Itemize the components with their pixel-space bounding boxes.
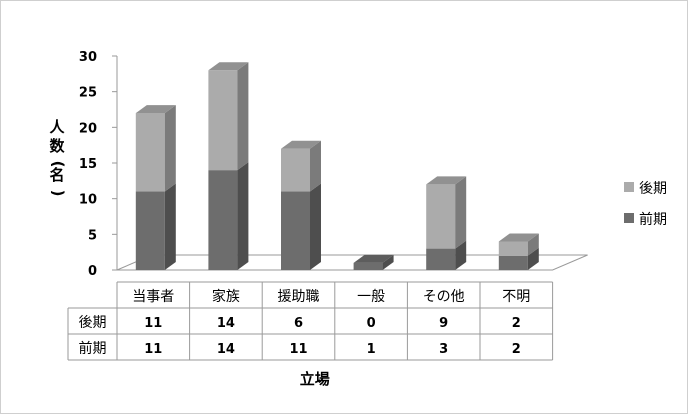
data-label: 0 <box>367 316 376 331</box>
bar-segment-front <box>426 184 456 249</box>
bar-segment-front <box>281 148 310 192</box>
bar-top <box>353 254 394 263</box>
axis-titles: 人数 (名) 立場 <box>49 118 330 388</box>
bars <box>135 62 539 270</box>
bar-stack <box>498 233 539 270</box>
y-axis-title-char: ( <box>49 161 67 168</box>
bar-top <box>281 140 321 149</box>
x-tick-label: 不明 <box>502 289 530 305</box>
y-tick-label: 15 <box>79 157 97 172</box>
x-tick-label: その他 <box>423 289 465 305</box>
bar-top <box>135 105 176 114</box>
bar-segment-side <box>455 176 467 249</box>
y-axis-title-char: 名 <box>49 166 64 184</box>
bar-segment-side <box>527 247 539 270</box>
legend-label: 前期 <box>639 211 667 228</box>
bar-segment-front <box>426 248 456 270</box>
data-label: 9 <box>439 316 448 331</box>
bar-segment-front <box>281 191 310 270</box>
data-label: 2 <box>512 342 521 357</box>
y-tick-label: 0 <box>88 264 97 279</box>
table-row-label: 後期 <box>79 315 107 331</box>
bar-segment-side <box>527 233 539 256</box>
bar-segment-side <box>382 254 394 270</box>
bar-segment-front <box>498 241 528 256</box>
bar-segment-side <box>310 140 321 192</box>
data-label: 14 <box>217 316 235 331</box>
bar-stack <box>135 105 176 270</box>
data-label: 3 <box>439 342 448 357</box>
bar-segment-side <box>237 162 249 270</box>
x-tick-label: 当事者 <box>132 289 174 305</box>
data-label: 11 <box>289 342 307 357</box>
data-label: 11 <box>144 316 162 331</box>
data-label: 11 <box>144 342 162 357</box>
y-axis-title-char: 人 <box>49 118 65 136</box>
x-tick-label: 援助職 <box>278 289 320 305</box>
y-tick-label: 20 <box>79 121 97 136</box>
bar-segment-front <box>353 262 383 270</box>
bar-segment-front <box>208 70 238 171</box>
x-tick-label: 一般 <box>357 289 385 305</box>
y-tick-label: 25 <box>79 86 97 101</box>
data-label: 6 <box>294 316 303 331</box>
table-row-label: 前期 <box>79 340 107 357</box>
bar-segment-side <box>310 183 321 270</box>
y-tick-label: 30 <box>79 50 97 65</box>
bar-stack <box>208 62 249 270</box>
bar-segment-front <box>135 191 165 270</box>
bar-segment-side <box>237 62 249 171</box>
bar-stack <box>426 176 467 270</box>
y-axis: 0 5 10 15 20 25 30 <box>79 50 118 279</box>
legend-swatch <box>624 213 634 223</box>
bar-top <box>498 233 539 242</box>
bar-segment-front <box>135 113 165 192</box>
bar-segment-side <box>164 183 176 270</box>
bar-segment-side <box>455 240 467 270</box>
y-tick-label: 10 <box>79 193 97 208</box>
legend-swatch <box>624 182 634 192</box>
x-tick-label: 家族 <box>212 288 240 305</box>
bar-stack <box>281 140 321 270</box>
bar-segment-front <box>208 170 238 270</box>
y-axis-title: 人数 (名) <box>49 118 67 196</box>
bar-segment-front <box>498 255 528 270</box>
bar-segment-side <box>164 105 176 192</box>
y-axis-title-char: ) <box>49 190 67 197</box>
bar-top <box>208 62 249 71</box>
x-axis-title: 立場 <box>300 370 330 388</box>
bar-stack <box>353 254 394 270</box>
legend-label: 後期 <box>639 181 667 197</box>
y-tick-label: 5 <box>88 228 97 243</box>
data-label: 14 <box>217 342 235 357</box>
bar-top <box>426 176 467 185</box>
data-label: 2 <box>512 316 521 331</box>
y-axis-title-char: 数 <box>49 137 65 155</box>
data-label: 1 <box>367 342 376 357</box>
